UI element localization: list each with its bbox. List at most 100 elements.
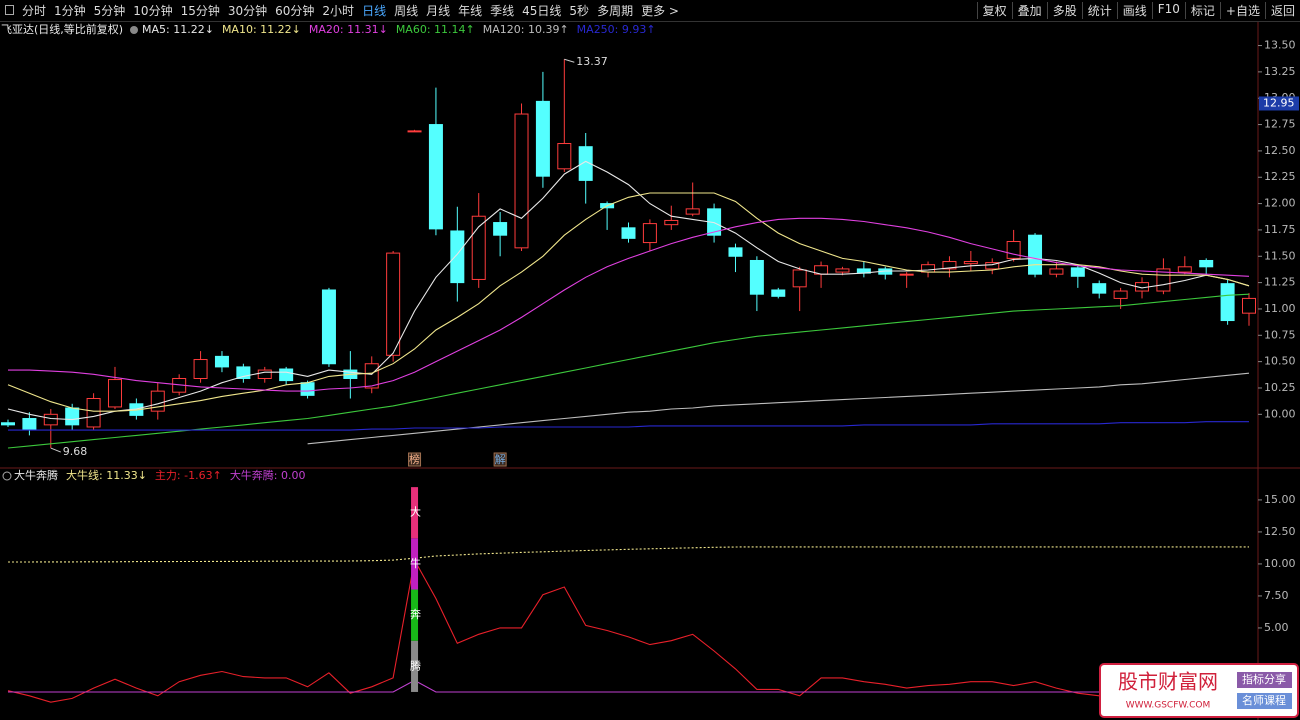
- period-bar: 分时 1分钟 5分钟 10分钟 15分钟 30分钟 60分钟 2小时 日线 周线 月线 年线 季线 45日…: [18, 2, 683, 19]
- candle-body: [257, 369, 272, 379]
- toolbar-button[interactable]: 更多 >: [641, 4, 679, 18]
- y-tick-label: 12.50: [1264, 144, 1296, 157]
- toolbar-button[interactable]: 年线: [458, 4, 483, 18]
- event-label: 解: [495, 452, 506, 466]
- series-line: [7, 293, 1250, 449]
- y-tick-label: 11.00: [1264, 302, 1296, 315]
- toolbar-button[interactable]: 5分钟: [93, 4, 126, 18]
- toolbar-button[interactable]: 30分钟: [227, 4, 268, 18]
- chart: 13.5013.2513.0012.7512.5012.2512.0011.75…: [0, 22, 1300, 720]
- candle-body: [364, 363, 379, 389]
- candle-body: [214, 355, 229, 368]
- candle-body: [1092, 283, 1107, 294]
- signal-text: 奔: [410, 608, 421, 621]
- legend-entry: 大牛奔腾: [14, 468, 58, 482]
- toolbar-button[interactable]: 10分钟: [133, 4, 173, 18]
- toolbar-button[interactable]: 统计: [1081, 2, 1117, 19]
- y-tick-label: 11.50: [1264, 249, 1296, 262]
- y-tick-label: 5.00: [1264, 621, 1289, 634]
- candle-body: [236, 366, 251, 379]
- candle-body: [1, 422, 15, 426]
- last-price-label: 12.95: [1263, 96, 1295, 109]
- toolbar-button[interactable]: 15分钟: [180, 4, 220, 18]
- candle-body: [279, 368, 294, 382]
- candle-body: [664, 219, 679, 226]
- legend-entry: MA60: 11.14↑: [396, 23, 475, 36]
- signal-text: 牛: [410, 556, 421, 570]
- toolbar-button[interactable]: 返回: [1264, 2, 1300, 19]
- toolbar-button[interactable]: 60分钟: [275, 4, 315, 18]
- y-tick-label: 12.75: [1264, 118, 1296, 131]
- series-line: [7, 558, 1250, 714]
- candle-body: [107, 379, 122, 408]
- legend-entry: MA20: 11.31↓: [309, 23, 388, 36]
- legend-entry: MA120: 10.39↑: [483, 23, 569, 36]
- toolbar-button[interactable]: 2小时: [322, 4, 355, 18]
- toolbar-button[interactable]: 叠加: [1011, 2, 1047, 19]
- toolbar-button[interactable]: 45日线: [522, 4, 562, 18]
- event-box: [493, 452, 507, 467]
- candle-body: [386, 252, 401, 356]
- candle-body: [685, 208, 700, 215]
- candle-body: [578, 146, 593, 181]
- indicator-icon[interactable]: [2, 471, 12, 481]
- window-icon[interactable]: [5, 5, 14, 15]
- legend-entry: 大牛奔腾: 0.00: [230, 468, 306, 482]
- toolbar-button[interactable]: 多股: [1046, 2, 1082, 19]
- toolbar-button[interactable]: 标记: [1184, 2, 1220, 19]
- candle-body: [1177, 266, 1192, 273]
- y-tick-label: 12.50: [1264, 525, 1296, 538]
- toolbar-button[interactable]: 月线: [426, 4, 451, 18]
- toolbar-button[interactable]: 1分钟: [54, 4, 86, 18]
- max-pointer: [564, 58, 575, 63]
- candle-body: [557, 143, 572, 170]
- candle-body: [1113, 290, 1128, 299]
- signal-text: 大: [410, 505, 421, 519]
- legend-entry: MA250: 9.93↑: [577, 23, 656, 36]
- candle-body: [1199, 259, 1214, 268]
- candle-body: [428, 124, 443, 230]
- candle-body: [1028, 234, 1043, 275]
- legend-entry: MA10: 11.22↓: [222, 23, 301, 36]
- toolbar-button[interactable]: 复权: [976, 2, 1012, 19]
- series-line: [8, 679, 1249, 693]
- toolbar-button[interactable]: 日线: [362, 4, 387, 18]
- y-tick-label: 13.50: [1264, 39, 1296, 52]
- tool-bar: 复权 叠加 多股 统计 画线 F10 标记 +自选 返回: [976, 2, 1300, 19]
- candle-body: [321, 289, 336, 365]
- candle-body: [749, 259, 764, 295]
- y-tick-label: 12.25: [1264, 170, 1296, 183]
- candle-body: [642, 223, 657, 244]
- candle-body: [942, 261, 957, 270]
- legend-icon: [130, 26, 138, 34]
- y-tick-label: 10.75: [1264, 328, 1296, 341]
- candle-body: [1220, 283, 1235, 322]
- toolbar-button[interactable]: 周线: [394, 4, 419, 18]
- candle-body: [1049, 268, 1064, 275]
- toolbar-button[interactable]: 画线: [1116, 2, 1152, 19]
- series-line: [8, 546, 1249, 563]
- series-line: [7, 192, 1250, 412]
- y-tick-label: 11.75: [1264, 223, 1296, 236]
- series-line: [307, 372, 1250, 445]
- candle-body: [43, 413, 58, 426]
- candle-body: [963, 261, 978, 265]
- candle-body: [22, 418, 37, 430]
- toolbar-button[interactable]: +自选: [1219, 2, 1265, 19]
- toolbar-button[interactable]: 5秒: [569, 4, 590, 18]
- y-tick-label: 10.00: [1264, 557, 1296, 570]
- y-tick-label: 10.00: [1264, 407, 1296, 420]
- toolbar-button[interactable]: 季线: [490, 4, 515, 18]
- candle-body: [514, 113, 529, 249]
- candle-body: [621, 227, 636, 239]
- min-label: 9.68: [63, 445, 88, 458]
- candle-body: [985, 262, 1000, 270]
- watermark-tag: 名师课程: [1242, 693, 1286, 707]
- signal-segment: [411, 589, 419, 641]
- toolbar-button[interactable]: F10: [1151, 2, 1185, 19]
- series-line: [8, 217, 1250, 392]
- y-tick-label: 10.50: [1264, 355, 1296, 368]
- toolbar-button[interactable]: 多周期: [597, 4, 634, 18]
- toolbar-button[interactable]: 分时: [22, 4, 47, 18]
